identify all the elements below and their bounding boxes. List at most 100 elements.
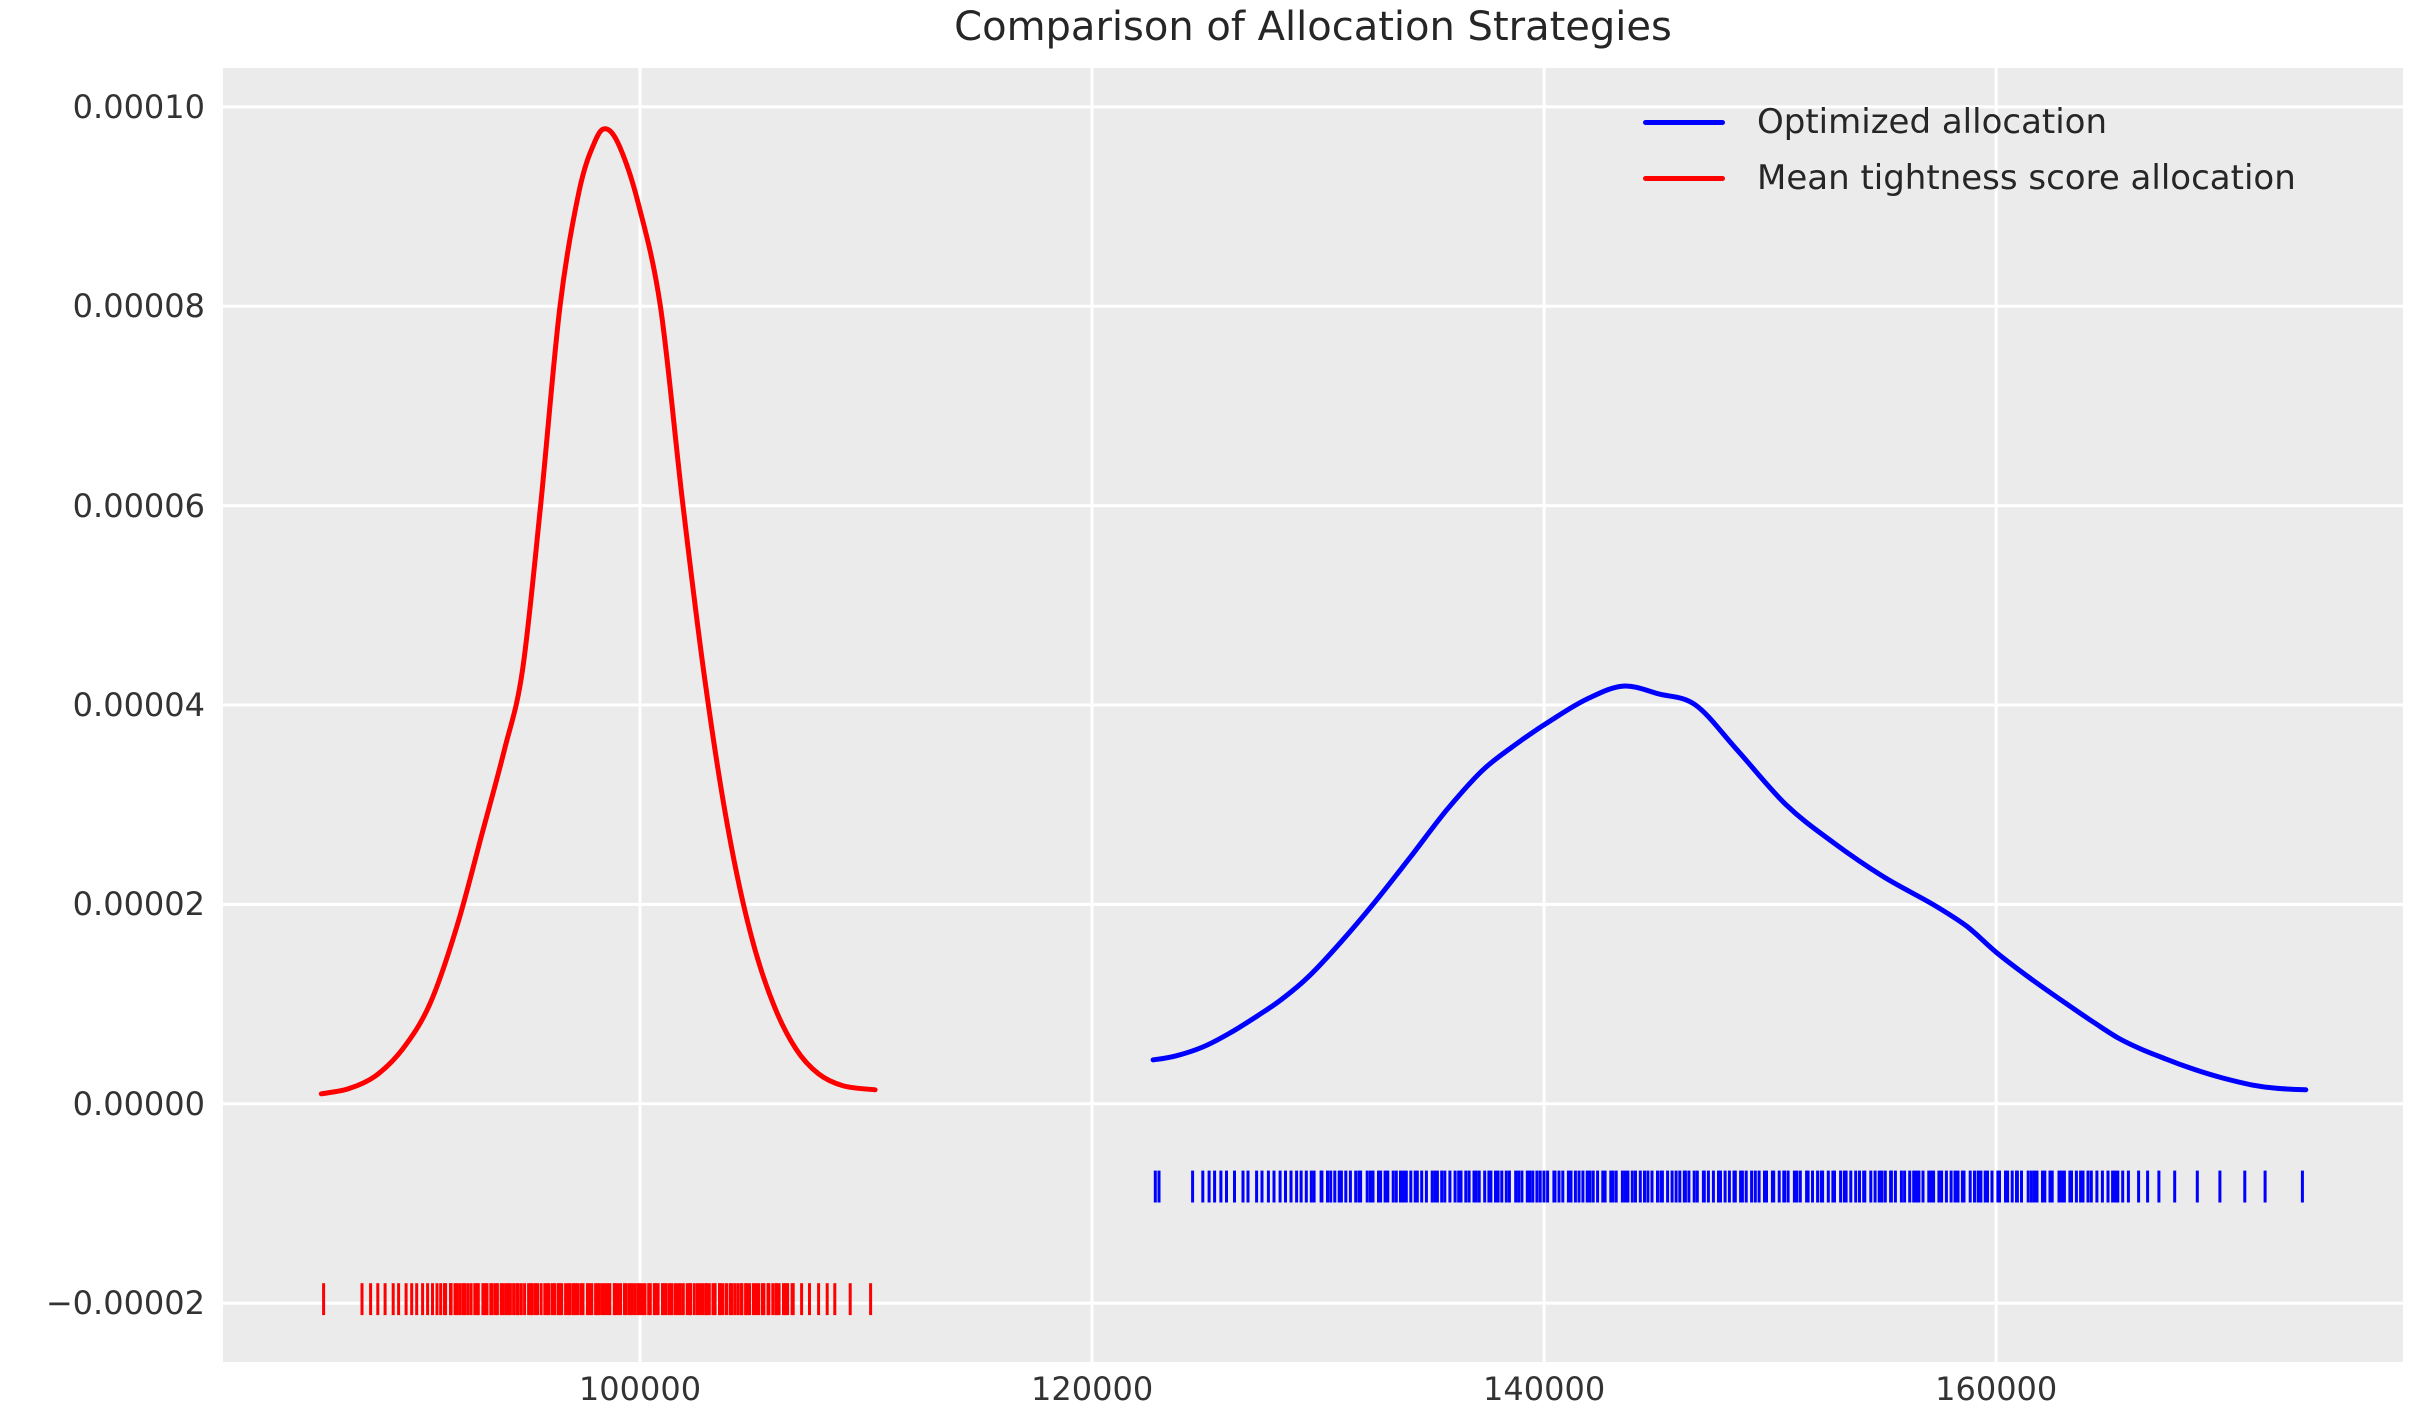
rug-tick: [1932, 1170, 1936, 1203]
rug-tick: [1299, 1170, 1303, 1203]
rug-tick: [1786, 1170, 1790, 1203]
rug-tick: [494, 1283, 497, 1316]
rug-tick: [1740, 1170, 1744, 1203]
rug-tick: [616, 1283, 620, 1316]
rug-tick: [1611, 1170, 1615, 1203]
legend-swatch-optimized-line: [1643, 119, 1725, 125]
rug-tick: [1772, 1170, 1776, 1203]
rug-tick: [1750, 1170, 1754, 1203]
rug-tick: [391, 1283, 395, 1316]
rug-tick: [2100, 1170, 2104, 1203]
rug-tick: [1903, 1170, 1907, 1203]
rug-tick: [2195, 1170, 2199, 1203]
rug-tick: [1435, 1170, 1439, 1203]
rug-tick: [1326, 1170, 1329, 1203]
rug-tick: [1566, 1170, 1570, 1203]
rug-tick: [1674, 1170, 1678, 1203]
rug-tick: [1849, 1170, 1853, 1203]
rug-tick: [2029, 1170, 2033, 1203]
rug-tick: [590, 1283, 594, 1316]
rug-tick: [415, 1283, 419, 1316]
rug-tick: [1459, 1170, 1463, 1203]
rug-tick: [501, 1283, 505, 1316]
rug-tick: [1998, 1170, 2001, 1203]
rug-tick: [725, 1283, 728, 1316]
rug-tick: [383, 1283, 387, 1316]
rug-tick: [322, 1283, 326, 1316]
rug-tick: [2081, 1170, 2085, 1203]
y-tick-label: 0.00006: [72, 486, 205, 525]
rug-tick: [2079, 1170, 2083, 1203]
rug-tick: [1880, 1170, 1884, 1203]
rug-tick: [1379, 1170, 1383, 1203]
rug-tick: [643, 1283, 647, 1316]
rug-tick: [1634, 1170, 1637, 1203]
rug-tick: [573, 1283, 577, 1316]
rug-tick: [1858, 1170, 1861, 1203]
rug-tick: [1727, 1170, 1731, 1203]
rug-tick: [748, 1283, 751, 1316]
rug-tick: [2026, 1170, 2030, 1203]
rug-tick: [1687, 1170, 1691, 1203]
rug-tick: [1309, 1170, 1313, 1203]
rug-tick: [1623, 1170, 1627, 1203]
rug-tick: [594, 1283, 598, 1316]
rug-tick: [1394, 1170, 1398, 1203]
rug-tick: [1723, 1170, 1727, 1203]
rug-tick: [636, 1283, 640, 1316]
rug-tick: [689, 1283, 693, 1316]
rug-tick: [1272, 1170, 1276, 1203]
rug-tick: [1953, 1170, 1957, 1203]
rug-tick: [1399, 1170, 1402, 1203]
rug-tick: [490, 1283, 494, 1316]
rug-tick: [1225, 1170, 1228, 1203]
rug-tick: [553, 1283, 557, 1316]
x-tick-label: 160000: [1935, 1370, 2058, 1408]
rug-tick: [1207, 1170, 1211, 1203]
rug-tick: [1921, 1170, 1925, 1203]
rug-tick: [523, 1283, 527, 1316]
rug-tick: [603, 1283, 607, 1316]
rug-tick: [1983, 1170, 1987, 1203]
rug-tick: [730, 1283, 733, 1316]
rug-tick: [2006, 1170, 2010, 1203]
rug-tick: [1949, 1170, 1953, 1203]
rug-optimized: [1153, 1170, 2304, 1203]
rug-tick: [1844, 1170, 1848, 1203]
rug-tick: [1507, 1170, 1511, 1203]
rug-tick: [455, 1283, 459, 1316]
rug-tick: [1514, 1170, 1518, 1203]
rug-tick: [1798, 1170, 1802, 1203]
rug-tick: [449, 1283, 453, 1316]
rug-tick: [733, 1283, 737, 1316]
rug-tick: [587, 1283, 591, 1316]
rug-tick: [2086, 1170, 2090, 1203]
rug-tick: [1944, 1170, 1948, 1203]
rug-tick: [1348, 1170, 1352, 1203]
rug-tick: [1863, 1170, 1867, 1203]
y-tick-label: 0.00004: [72, 686, 205, 724]
rug-tick: [1706, 1170, 1710, 1203]
rug-tick: [2089, 1170, 2093, 1203]
rug-tick: [1402, 1170, 1405, 1203]
rug-tick: [1266, 1170, 1270, 1203]
rug-tick: [670, 1283, 674, 1316]
rug-tick: [585, 1283, 589, 1316]
y-tick-label: 0.00002: [72, 885, 205, 924]
legend-item-mean-tightness: Mean tightness score allocation: [1643, 150, 2296, 206]
y-tick-label: 0.00008: [72, 287, 205, 326]
rug-tick: [376, 1283, 380, 1316]
rug-tick: [698, 1283, 702, 1316]
rug-tick: [1816, 1170, 1820, 1203]
rug-tick: [483, 1283, 487, 1316]
rug-tick: [1702, 1170, 1706, 1203]
rug-tick: [1339, 1170, 1343, 1203]
rug-mean: [322, 1283, 873, 1316]
rug-tick: [1692, 1170, 1696, 1203]
rug-tick: [2060, 1170, 2064, 1203]
rug-tick: [1359, 1170, 1363, 1203]
rug-tick: [1517, 1170, 1521, 1203]
rug-tick: [1278, 1170, 1282, 1203]
rug-tick: [2116, 1170, 2120, 1203]
